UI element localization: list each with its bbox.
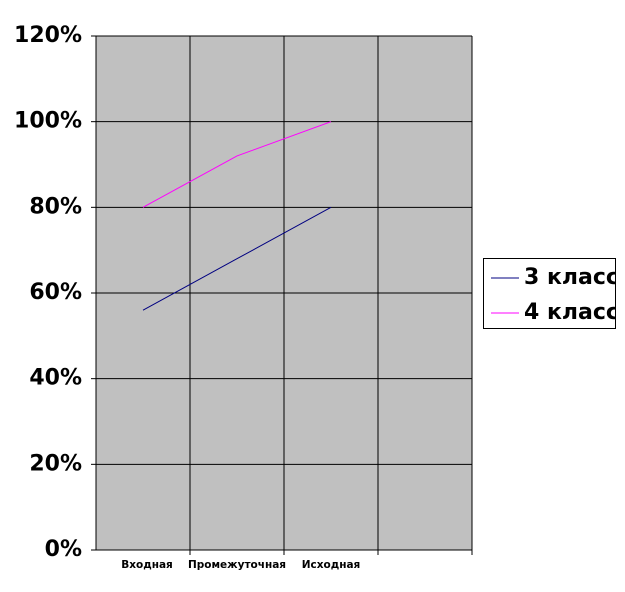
legend: 3 класс 4 класс bbox=[491, 265, 619, 325]
x-tick-label: Промежуточная bbox=[188, 559, 286, 571]
legend-label: 3 класс bbox=[524, 265, 619, 290]
legend-label: 4 класс bbox=[524, 300, 619, 325]
y-tick-label: 100% bbox=[14, 109, 82, 134]
series-line bbox=[142, 206, 332, 311]
legend-box bbox=[483, 258, 616, 329]
series-line bbox=[142, 121, 332, 208]
y-tick-label: 120% bbox=[14, 23, 82, 48]
y-tick-label: 20% bbox=[29, 451, 82, 476]
y-tick-label: 40% bbox=[29, 366, 82, 391]
y-tick-label: 80% bbox=[29, 194, 82, 219]
x-tick-label: Входная bbox=[121, 559, 173, 571]
y-tick-label: 0% bbox=[45, 537, 82, 562]
x-tick-label: Исходная bbox=[302, 559, 361, 571]
y-tick-label: 60% bbox=[29, 280, 82, 305]
